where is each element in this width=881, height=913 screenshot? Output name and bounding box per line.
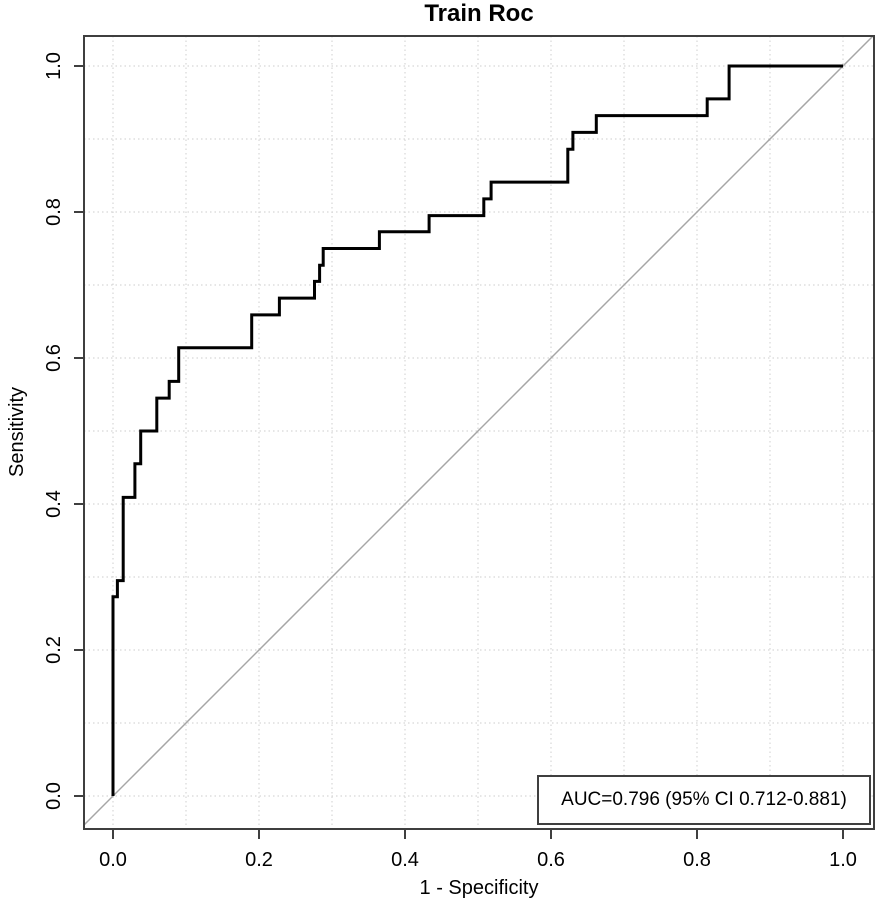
chart-title: Train Roc	[424, 0, 534, 27]
y-tick-label: 1.0	[43, 52, 65, 80]
x-tick-label: 1.0	[829, 849, 857, 871]
chance-diagonal-line	[83, 35, 874, 826]
plot-border	[83, 35, 875, 830]
y-tick-label: 0.0	[43, 782, 65, 810]
y-tick-label: 0.4	[43, 490, 65, 518]
y-axis-title: Sensitivity	[6, 386, 28, 478]
x-tick-label: 0.0	[99, 849, 127, 871]
auc-legend: AUC=0.796 (95% CI 0.712-0.881)	[537, 775, 871, 825]
y-tick-label: 0.8	[43, 198, 65, 226]
x-axis-title: 1 - Specificity	[419, 877, 539, 899]
roc-curve	[111, 64, 843, 796]
x-tick-label: 0.6	[537, 849, 565, 871]
y-tick-label: 0.2	[43, 636, 65, 664]
x-tick-label: 0.2	[245, 849, 273, 871]
y-tick-label: 0.6	[43, 344, 65, 372]
x-tick-label: 0.4	[391, 849, 419, 871]
auc-legend-text: AUC=0.796 (95% CI 0.712-0.881)	[561, 789, 847, 810]
x-tick-label: 0.8	[683, 849, 711, 871]
